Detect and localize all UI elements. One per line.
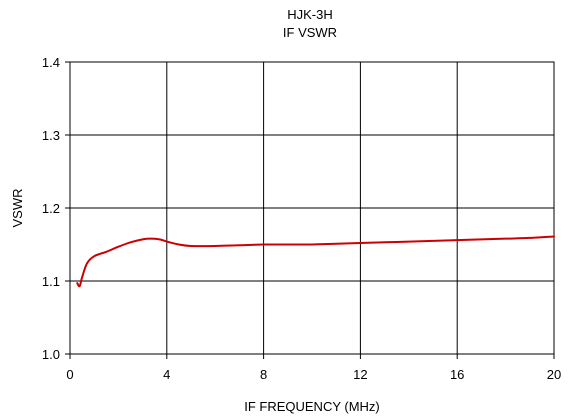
y-tick-label: 1.2: [42, 201, 60, 216]
y-tick-label: 1.3: [42, 128, 60, 143]
x-tick-label: 12: [353, 367, 367, 382]
y-axis-label: VSWR: [10, 189, 25, 228]
series-layer: [76, 235, 555, 288]
grid: [70, 62, 554, 354]
x-axis-label: IF FREQUENCY (MHz): [244, 399, 380, 414]
x-tick-label: 8: [260, 367, 267, 382]
x-tick-label: 20: [547, 367, 561, 382]
y-tick-label: 1.4: [42, 55, 60, 70]
y-tick-label: 1.0: [42, 347, 60, 362]
x-tick-label: 0: [66, 367, 73, 382]
x-tick-label: 4: [163, 367, 170, 382]
tick-labels: 0 4 8 12 16 20 1.0 1.1 1.2 1.3 1.4: [42, 55, 561, 382]
x-tick-label: 16: [450, 367, 464, 382]
chart-subtitle: IF VSWR: [283, 25, 337, 40]
y-tick-label: 1.1: [42, 274, 60, 289]
series-line: [76, 235, 555, 288]
chart-title: HJK-3H: [287, 7, 333, 22]
